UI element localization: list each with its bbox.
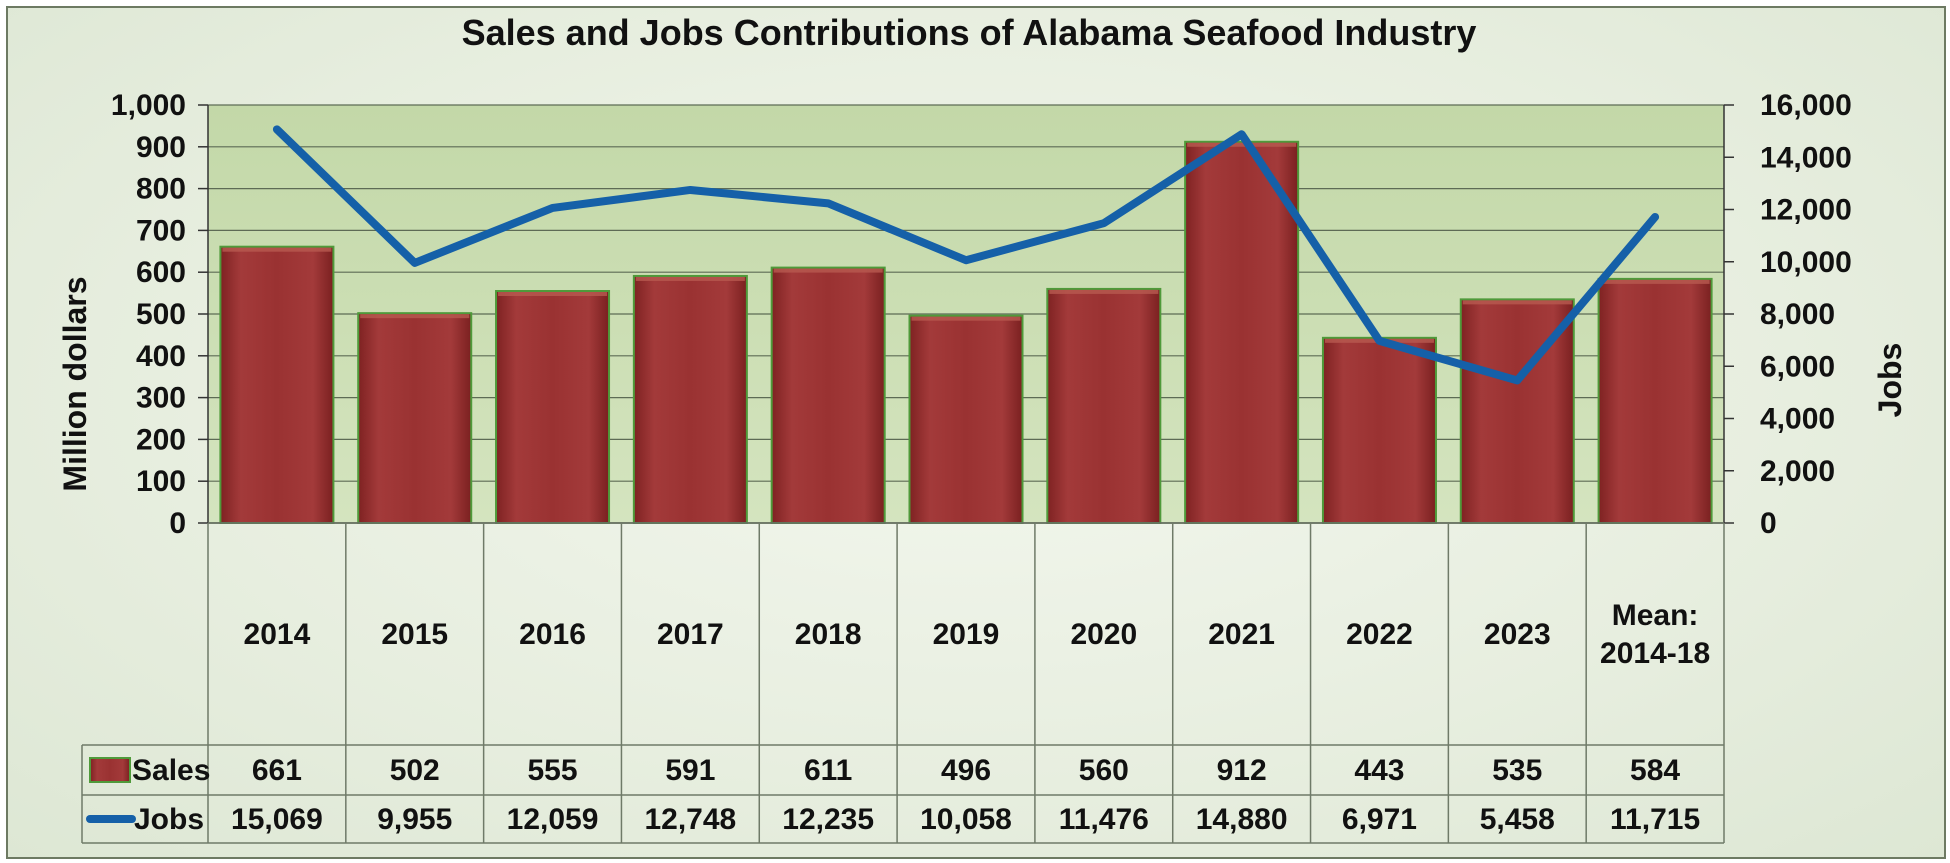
jobs-value: 10,058 — [920, 803, 1012, 836]
x-category-label: 2022 — [1346, 618, 1413, 651]
sales-bar — [908, 314, 1024, 524]
sales-bar-top — [1049, 289, 1159, 294]
sales-bar-top — [498, 292, 608, 297]
sales-bar — [1046, 287, 1162, 525]
y-tick-label: 600 — [136, 256, 186, 289]
jobs-point — [414, 262, 416, 264]
jobs-value: 6,971 — [1342, 803, 1417, 836]
jobs-point — [552, 207, 554, 209]
jobs-value: 11,476 — [1059, 803, 1149, 836]
sales-value: 560 — [1079, 754, 1129, 787]
sales-bar-top — [773, 268, 883, 273]
y2-tick-label: 4,000 — [1760, 403, 1835, 436]
sales-bar — [1321, 336, 1437, 524]
sales-bar — [1597, 277, 1713, 524]
jobs-point — [1516, 379, 1518, 381]
x-category-label: 2015 — [381, 618, 448, 651]
sales-value: 661 — [252, 754, 302, 787]
x-category-label: 2019 — [933, 618, 1000, 651]
sales-bar-top — [1187, 142, 1297, 147]
jobs-value: 12,748 — [644, 803, 736, 836]
y-tick-label: 500 — [136, 298, 186, 331]
sales-value: 555 — [528, 754, 578, 787]
y-tick-label: 400 — [136, 340, 186, 373]
y-axis-title: Million dollars — [57, 276, 93, 491]
sales-bar — [219, 245, 335, 524]
sales-value: 443 — [1354, 754, 1404, 787]
sales-bar-top — [222, 247, 332, 252]
x-category-label: 2016 — [519, 618, 586, 651]
sales-bar — [495, 290, 611, 525]
sales-bar — [357, 312, 473, 524]
plot-area — [208, 104, 1724, 525]
y-tick-label: 200 — [136, 423, 186, 456]
jobs-point — [965, 259, 967, 261]
sales-bar-top — [911, 316, 1021, 321]
sales-bar — [1184, 140, 1300, 524]
y-tick-label: 0 — [169, 507, 186, 540]
y-tick-label: 1,000 — [111, 89, 186, 122]
sales-value: 496 — [941, 754, 991, 787]
jobs-point — [827, 202, 829, 204]
sales-value: 591 — [665, 754, 715, 787]
jobs-point — [1654, 216, 1656, 218]
jobs-value: 12,059 — [507, 803, 599, 836]
jobs-value: 14,880 — [1196, 803, 1288, 836]
x-category-label: Mean: — [1612, 599, 1699, 632]
sales-bar-top — [1462, 300, 1572, 305]
jobs-point — [1103, 222, 1105, 224]
y-tick-label: 100 — [136, 465, 186, 498]
x-category-label: 2018 — [795, 618, 862, 651]
y-tick-label: 900 — [136, 131, 186, 164]
y-tick-label: 800 — [136, 173, 186, 206]
sales-value: 912 — [1217, 754, 1267, 787]
y2-tick-label: 12,000 — [1760, 194, 1852, 227]
chart-frame: Sales and Jobs Contributions of Alabama … — [6, 6, 1946, 859]
y2-tick-label: 10,000 — [1760, 246, 1852, 279]
y2-axis-title: Jobs — [1872, 343, 1908, 418]
sales-bar — [770, 266, 886, 524]
x-category-label: 2014-18 — [1600, 637, 1710, 670]
y-tick-label: 300 — [136, 382, 186, 415]
jobs-point — [1378, 340, 1380, 342]
jobs-point — [689, 189, 691, 191]
x-category-label: 2023 — [1484, 618, 1551, 651]
y2-tick-label: 14,000 — [1760, 141, 1852, 174]
sales-bar-top — [360, 314, 470, 319]
y2-tick-label: 16,000 — [1760, 89, 1852, 122]
sales-bar — [632, 274, 748, 524]
jobs-value: 11,715 — [1610, 803, 1700, 836]
sales-legend-label: Sales — [132, 754, 210, 787]
x-category-label: 2021 — [1208, 618, 1275, 651]
x-category-label: 2020 — [1070, 618, 1137, 651]
y2-tick-label: 2,000 — [1760, 455, 1835, 488]
jobs-legend-label: Jobs — [134, 803, 204, 836]
jobs-point — [1241, 133, 1243, 135]
sales-value: 535 — [1492, 754, 1542, 787]
sales-bar-top — [1600, 279, 1710, 284]
sales-value: 584 — [1630, 754, 1680, 787]
jobs-value: 12,235 — [782, 803, 874, 836]
x-category-label: 2014 — [244, 618, 311, 651]
sales-legend-key — [89, 757, 131, 783]
data-table: 2014 2015 2016 2017 2018 2019 2020 2021 2022 2023… — [81, 522, 1725, 844]
jobs-point — [276, 128, 278, 130]
axes: 0 100 200 300 400 500 600 700 800 900 1,000 0 2,000 4… — [111, 89, 1852, 540]
chart: Sales and Jobs Contributions of Alabama … — [57, 12, 1908, 844]
x-category-label: 2017 — [657, 618, 724, 651]
y2-tick-label: 0 — [1760, 507, 1777, 540]
jobs-value: 5,458 — [1480, 803, 1555, 836]
sales-value: 502 — [390, 754, 440, 787]
sales-value: 611 — [804, 754, 852, 787]
y2-tick-label: 6,000 — [1760, 350, 1835, 383]
jobs-value: 15,069 — [231, 803, 323, 836]
jobs-value: 9,955 — [377, 803, 452, 836]
chart-title: Sales and Jobs Contributions of Alabama … — [462, 12, 1477, 53]
sales-bar-top — [635, 276, 745, 281]
y2-tick-label: 8,000 — [1760, 298, 1835, 331]
y-tick-label: 700 — [136, 214, 186, 247]
